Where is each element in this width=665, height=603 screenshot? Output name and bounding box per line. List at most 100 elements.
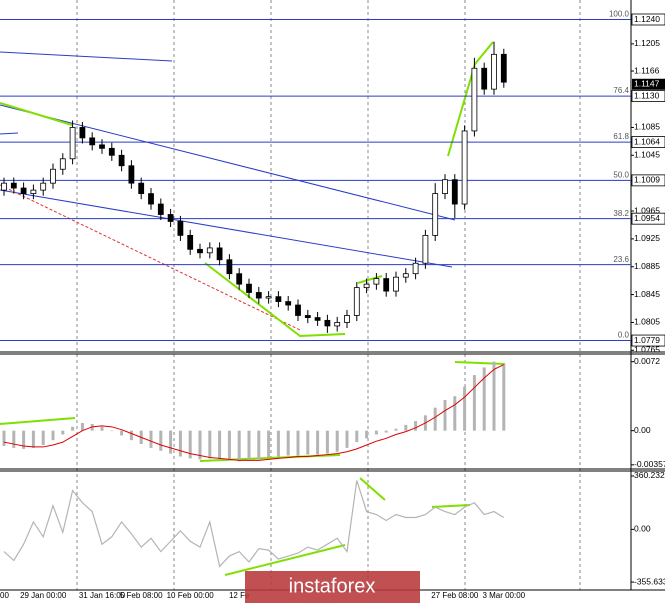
candle-body [275, 296, 282, 302]
histogram-bar [149, 430, 153, 448]
histogram-bar [502, 363, 506, 431]
y-tick-label: 1.0805 [634, 317, 660, 327]
y-tick-label: 0.00 [634, 425, 651, 435]
histogram-bar [71, 426, 75, 431]
histogram-bar [355, 430, 359, 443]
x-tick-label: 00 [0, 591, 9, 600]
y-tick-label: 1.0765 [634, 345, 660, 355]
annotation-line [447, 41, 494, 157]
x-tick-label: 27 Feb 08:00 [431, 591, 479, 600]
histogram-bar [306, 430, 310, 455]
x-tick-label: 31 Jan 16:00 [79, 591, 126, 600]
histogram-bar [100, 426, 104, 431]
trend-line [0, 132, 19, 135]
histogram-bar [482, 367, 486, 431]
annotation-line [0, 102, 73, 126]
fib-label: 100.0 [609, 10, 630, 19]
price-box [631, 212, 665, 225]
candle-body [285, 301, 292, 306]
price-box [631, 136, 665, 148]
candle-body [344, 315, 350, 323]
histogram-bar [325, 430, 329, 454]
annotation-line [224, 544, 346, 576]
histogram-bar [188, 430, 192, 459]
annotation-line [454, 361, 506, 365]
candle-body [138, 182, 145, 195]
candle-body [99, 144, 105, 149]
trend-line [0, 189, 453, 268]
candle-body [255, 292, 262, 299]
candle-body [40, 182, 47, 191]
histogram-bar [80, 422, 84, 431]
histogram-bar [218, 430, 222, 460]
candle-body [59, 158, 66, 170]
candle-body [471, 67, 478, 132]
histogram-bar [22, 430, 26, 449]
y-tick-label: 0.00 [634, 524, 651, 534]
y-tick-label: 1.1064 [634, 136, 660, 146]
candle-body [89, 137, 96, 146]
annotation-line [359, 477, 386, 501]
y-tick-label: 1.0965 [634, 205, 660, 215]
y-tick-label: 360.2329 [634, 470, 665, 480]
x-tick-label: 5 Feb 08:00 [120, 591, 163, 600]
histogram-bar [384, 430, 388, 433]
y-tick-label: 1.1166 [634, 65, 660, 75]
x-tick-label: 3 Mar 00:00 [482, 591, 525, 600]
y-tick-label: 1.0954 [634, 213, 660, 223]
histogram-bar [394, 428, 398, 431]
histogram-bar [316, 430, 320, 455]
histogram-bar [12, 430, 16, 448]
price-box [631, 334, 665, 347]
candle-body [383, 278, 390, 292]
y-tick-label: 1.0925 [634, 233, 660, 243]
histogram-bar [129, 430, 133, 441]
fib-label: 23.6 [613, 255, 629, 264]
annotation-line [357, 275, 383, 284]
candle-body [148, 193, 154, 205]
x-tick-label: 29 Jan 00:00 [20, 591, 67, 600]
candle-body [412, 262, 419, 275]
candle-body [442, 179, 448, 195]
histogram-bar [276, 430, 280, 457]
histogram-bar [286, 430, 290, 456]
histogram-bar [31, 430, 35, 448]
candle-body [197, 248, 203, 254]
y-tick-label: 1.1130 [634, 90, 660, 100]
price-box [631, 13, 665, 26]
x-tick-label: 12 Fe [229, 591, 250, 600]
fib-label: 0.0 [618, 331, 630, 340]
histogram-bar [414, 421, 418, 431]
candle-body [50, 168, 56, 184]
candle-body [30, 189, 37, 195]
histogram-bar [433, 407, 437, 431]
current-price-label: 1.1147 [634, 79, 660, 89]
price-box [631, 174, 665, 187]
candle-body [304, 315, 311, 318]
histogram-bar [404, 424, 408, 431]
candle-body [128, 165, 135, 184]
cci-line [3, 480, 505, 568]
candle-body [1, 182, 7, 191]
watermark-box [245, 571, 420, 603]
histogram-bar [198, 430, 202, 460]
candle-body [324, 319, 331, 327]
y-tick-label: 1.0845 [634, 289, 660, 299]
price-box [631, 90, 665, 103]
histogram-bar [61, 430, 65, 435]
candle-body [226, 259, 233, 275]
y-tick-label: 1.1009 [634, 175, 660, 185]
candle-body [353, 287, 360, 316]
candle-body [314, 317, 321, 321]
histogram-bar [169, 430, 173, 454]
candle-body [422, 234, 429, 264]
y-tick-label: 1.0779 [634, 335, 660, 345]
candle-body [118, 154, 125, 167]
annotation-line [431, 504, 471, 508]
x-tick-label: 10 Feb 00:00 [167, 591, 215, 600]
histogram-bar [51, 430, 55, 441]
histogram-bar [227, 430, 231, 461]
histogram-bar [453, 396, 457, 431]
